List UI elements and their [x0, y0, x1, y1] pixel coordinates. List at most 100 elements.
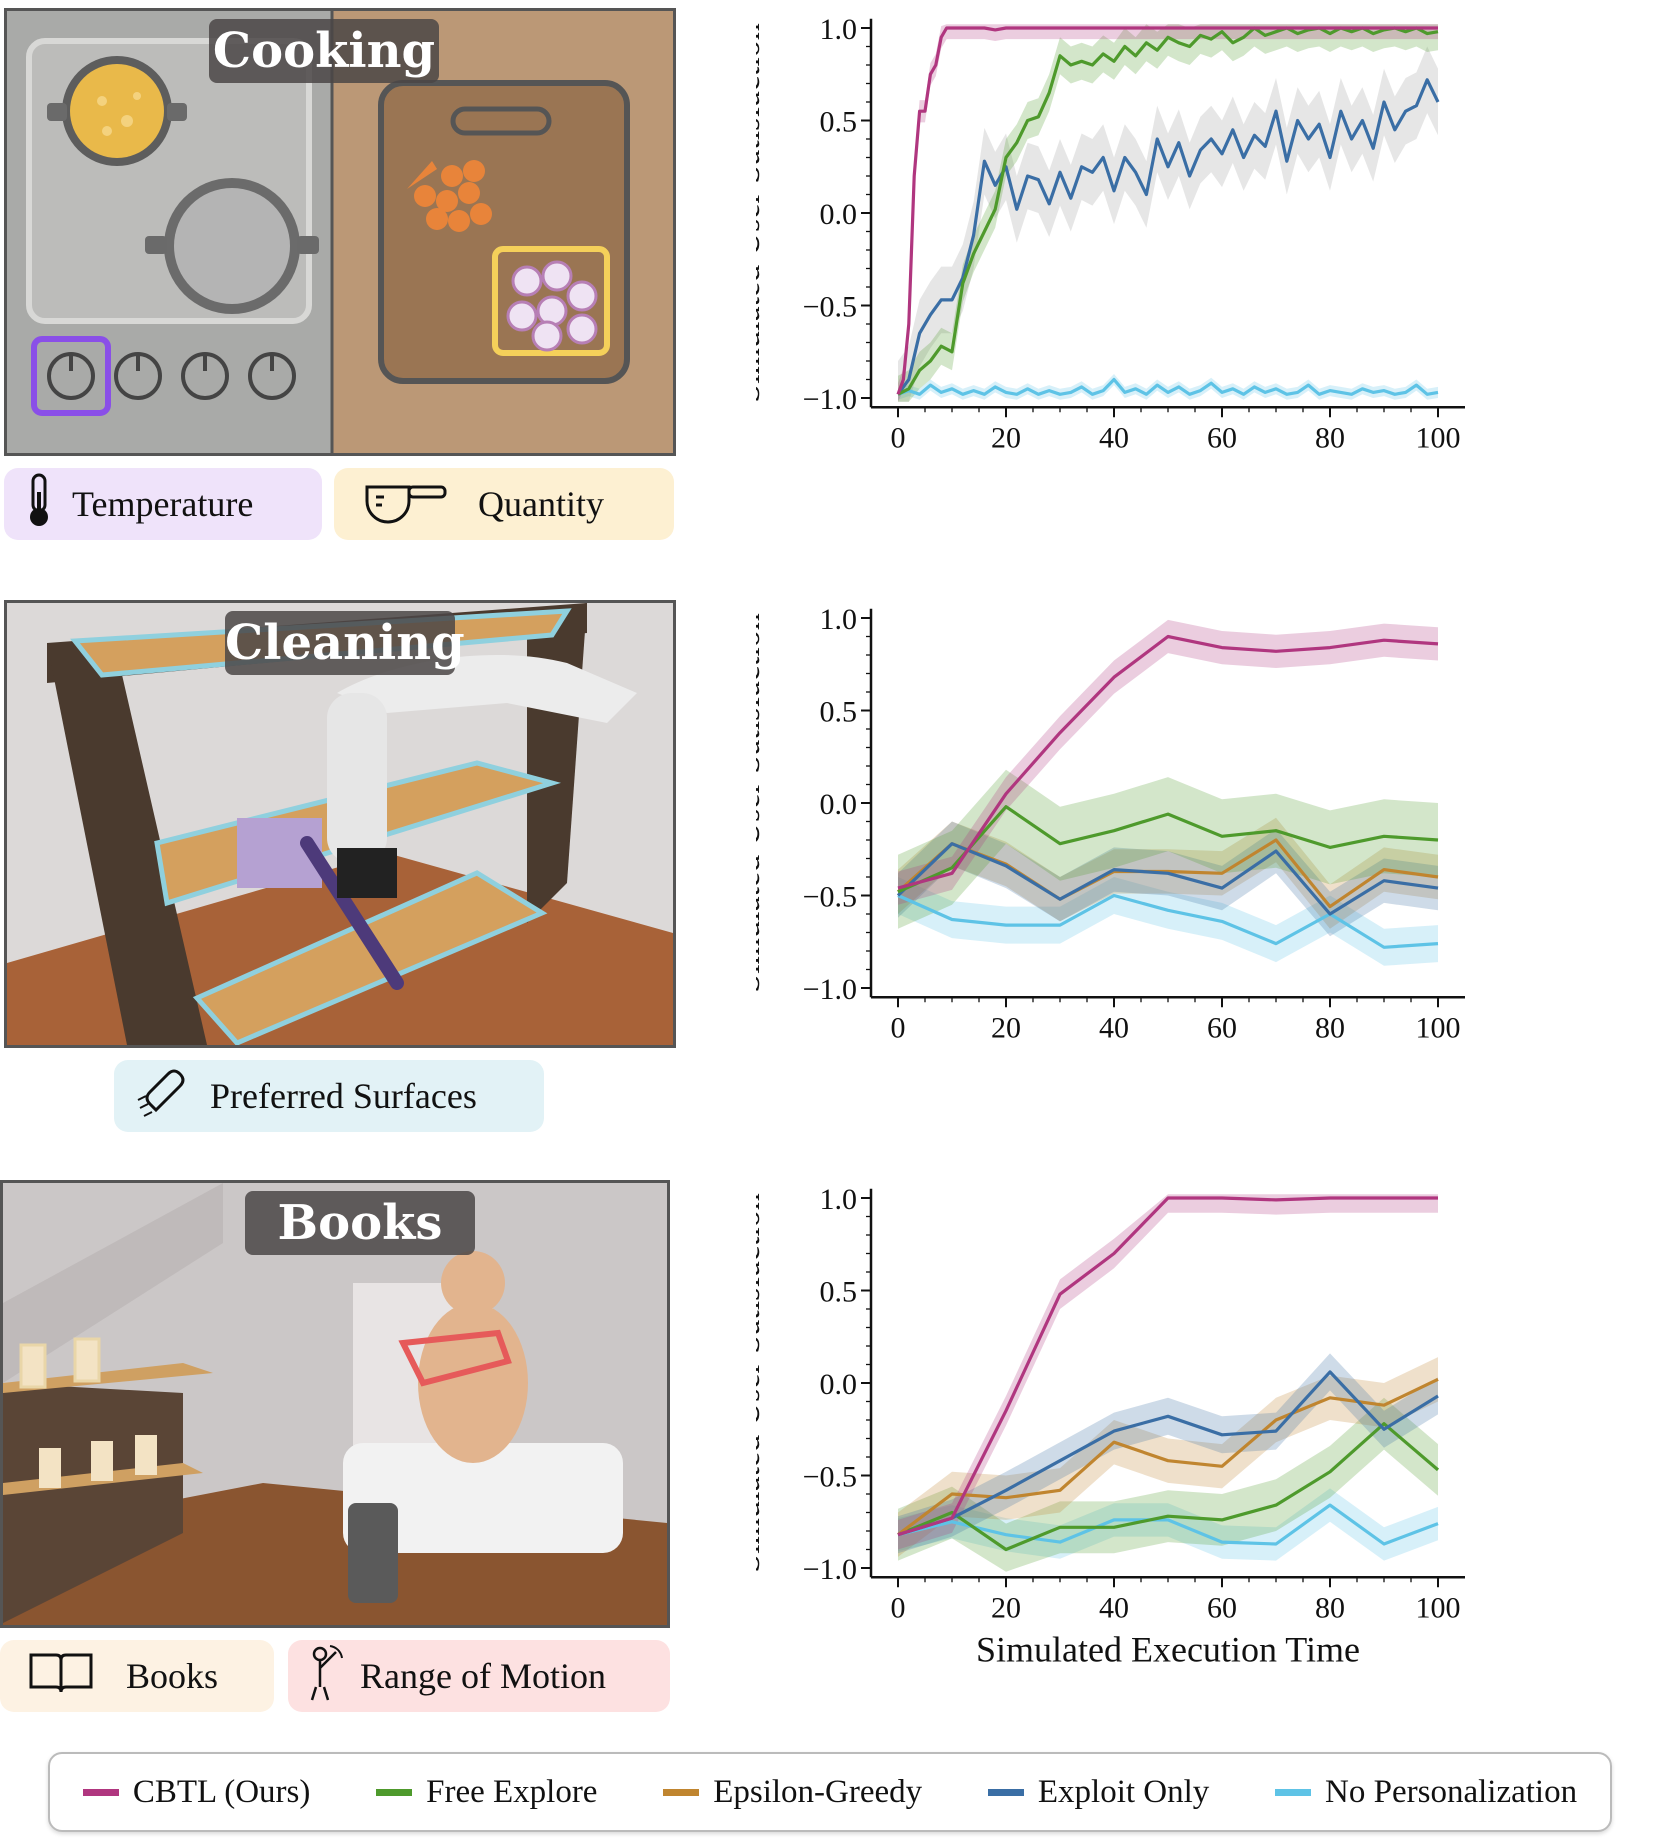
y-tick-label: −1.0: [803, 383, 857, 416]
y-tick-label: 0.5: [820, 1276, 858, 1309]
x-tick-label: 60: [1207, 1591, 1237, 1624]
legend-swatch-exploit-only: [987, 1788, 1024, 1796]
tag-range-of-motion: Range of Motion: [288, 1640, 670, 1712]
tag-books-label: Books: [126, 1656, 219, 1696]
line-cbtl-ours: [896, 26, 1438, 395]
cooking-scene-image: Cooking: [4, 8, 676, 456]
y-tick-label: 0.0: [820, 1368, 858, 1401]
books-scene-image: Books: [0, 1180, 670, 1628]
y-axis-label: Simulated User Satisfaction: [756, 1193, 767, 1573]
x-tick-label: 0: [891, 1011, 906, 1044]
tag-temperature-label: Temperature: [72, 484, 254, 524]
x-tick-label: 100: [1416, 421, 1461, 454]
y-tick-label: −1.0: [803, 973, 857, 1006]
chart-plot-area: 1.0 0.5 0.0 −0.5 −1.0 0 20 40 60 80 100 Simulated U…: [756, 1183, 1465, 1669]
tag-preferred-surfaces-label: Preferred Surfaces: [210, 1076, 477, 1116]
x-tick-label: 0: [891, 421, 906, 454]
line-cbtl-ours: [897, 634, 1439, 890]
x-tick-label: 20: [991, 421, 1021, 454]
y-tick-label: 0.0: [820, 198, 858, 231]
band-free-explore: [898, 1397, 1438, 1572]
line-exploit-only: [896, 78, 1440, 396]
y-tick-label: −0.5: [803, 1461, 857, 1494]
chart-inner: 1.0 0.5 0.0 −0.5 −1.0 0 20 40 60 80 100 Simulated U…: [756, 1183, 1465, 1669]
line-epsilon-greedy: [897, 1377, 1439, 1536]
cleaning-title: Cleaning: [225, 611, 465, 675]
chart-inner: 1.0 0.5 0.0 −0.5 −1.0 0 20 40 60 80 100 Simulated U…: [756, 603, 1465, 1044]
tag-books: Books: [0, 1640, 274, 1712]
legend-label-epsilon-greedy: Epsilon-Greedy: [713, 1773, 923, 1810]
thermometer-icon: [24, 472, 54, 537]
band-no-personalization: [898, 1488, 1438, 1561]
y-axis-label: Simulated User Satisfaction: [756, 23, 767, 403]
arm-motion-icon: [306, 1642, 346, 1711]
x-tick-label: 40: [1099, 1591, 1129, 1624]
cleaning-scene-image: Cleaning: [4, 600, 676, 1048]
line-free-explore: [897, 26, 1439, 396]
legend-swatch-no-personalization: [1275, 1788, 1312, 1796]
y-tick-label: 1.0: [820, 603, 858, 636]
chart-plot-area: 1.0 0.5 0.0 −0.5 −1.0 0 20 40 60 80 100 Simulated U…: [756, 13, 1465, 454]
x-tick-label: 80: [1315, 1011, 1345, 1044]
books-satisfaction-chart: 1.0 0.5 0.0 −0.5 −1.0 0 20 40 60 80 100 Simulated U…: [756, 1183, 1465, 1669]
wiping-hand-icon: [136, 1066, 192, 1127]
legend-item-free-explore: Free Explore: [376, 1774, 597, 1811]
y-tick-label: −1.0: [803, 1553, 857, 1586]
y-tick-label: −0.5: [803, 291, 857, 324]
x-tick-label: 40: [1099, 1011, 1129, 1044]
tag-temperature: Temperature: [4, 468, 322, 540]
band-cbtl-ours: [898, 619, 1438, 905]
legend-item-exploit-only: Exploit Only: [987, 1773, 1210, 1811]
legend-label-no-personalization: No Personalization: [1325, 1773, 1578, 1810]
tag-preferred-surfaces: Preferred Surfaces: [114, 1060, 544, 1132]
line-free-explore: [897, 805, 1439, 894]
legend-swatch-free-explore: [376, 1788, 413, 1796]
legend-item-no-personalization: No Personalization: [1275, 1774, 1577, 1811]
band-exploit-only: [898, 821, 1438, 937]
legend-item-epsilon-greedy: Epsilon-Greedy: [663, 1774, 922, 1811]
line-free-explore: [897, 1422, 1440, 1552]
line-cbtl-ours: [897, 1196, 1438, 1537]
y-tick-label: 0.0: [820, 788, 858, 821]
x-tick-label: 100: [1416, 1591, 1461, 1624]
x-tick-label: 100: [1416, 1011, 1461, 1044]
band-no-personalization: [898, 877, 1438, 966]
y-tick-label: 1.0: [820, 1183, 858, 1216]
open-book-icon: [28, 1649, 94, 1704]
band-epsilon-greedy: [898, 1357, 1438, 1557]
x-tick-label: 60: [1207, 421, 1237, 454]
band-exploit-only: [898, 46, 1438, 402]
books-title: Books: [245, 1191, 475, 1255]
band-free-explore: [898, 769, 1438, 929]
legend-swatch-cbtl: [82, 1788, 119, 1796]
band-no-personalization: [898, 374, 1438, 400]
x-tick-label: 60: [1207, 1011, 1237, 1044]
chart-inner: 1.0 0.5 0.0 −0.5 −1.0 0 20 40 60 80 100 Simulated U…: [756, 13, 1465, 454]
line-no-personalization: [897, 1503, 1439, 1546]
books-illustration: [3, 1183, 667, 1625]
cleaning-satisfaction-chart: 1.0 0.5 0.0 −0.5 −1.0 0 20 40 60 80 100 Simulated U…: [756, 603, 1465, 1044]
legend-item-cbtl: CBTL (Ours): [82, 1773, 311, 1811]
y-axis-label: Simulated User Satisfaction: [756, 613, 767, 993]
tag-range-of-motion-label: Range of Motion: [360, 1656, 606, 1696]
cooking-illustration: [7, 11, 673, 453]
line-exploit-only: [897, 1370, 1439, 1537]
chart-plot-area: 1.0 0.5 0.0 −0.5 −1.0 0 20 40 60 80 100 Simulated U…: [756, 603, 1465, 1044]
cooking-satisfaction-chart: 1.0 0.5 0.0 −0.5 −1.0 0 20 40 60 80 100 Simulated U…: [756, 13, 1465, 454]
x-axis-label: Simulated Execution Time: [976, 1629, 1360, 1669]
line-no-personalization: [897, 893, 1439, 949]
x-tick-label: 40: [1099, 421, 1129, 454]
x-tick-label: 80: [1315, 421, 1345, 454]
tag-quantity: Quantity: [334, 468, 674, 540]
measuring-cup-icon: [364, 475, 448, 534]
legend-label-cbtl: CBTL (Ours): [132, 1773, 311, 1810]
line-exploit-only: [896, 842, 1439, 916]
y-tick-label: −0.5: [803, 881, 857, 914]
line-no-personalization: [897, 377, 1439, 396]
legend-label-free-explore: Free Explore: [426, 1773, 598, 1810]
x-tick-label: 0: [891, 1591, 906, 1624]
legend-swatch-epsilon-greedy: [663, 1788, 700, 1796]
chart-legend: CBTL (Ours) Free Explore Epsilon-Greedy …: [48, 1752, 1612, 1832]
x-tick-label: 20: [991, 1591, 1021, 1624]
legend-label-exploit-only: Exploit Only: [1037, 1773, 1210, 1810]
